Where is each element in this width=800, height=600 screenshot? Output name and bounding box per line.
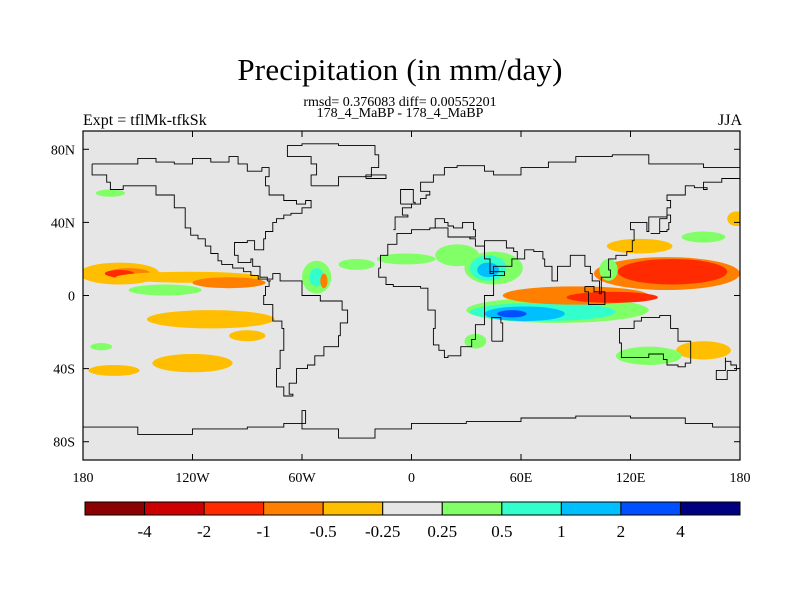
anomaly-field — [83, 189, 740, 376]
colorbar-label: 2 — [617, 522, 626, 541]
case-names: 178_4_MaBP - 178_4_MaBP — [316, 106, 484, 121]
anomaly-blob-13 — [309, 268, 324, 287]
coastline-1 — [286, 143, 380, 187]
coastline-3 — [393, 154, 740, 231]
colorbar-swatch — [144, 501, 205, 516]
x-tick-label: 120W — [175, 471, 210, 486]
season-label: JJA — [717, 112, 742, 129]
colorbar-swatch — [620, 501, 681, 516]
anomaly-blob-35 — [681, 231, 726, 243]
coastline-6 — [517, 176, 740, 295]
coastline-13 — [715, 357, 737, 381]
anomaly-blob-24 — [497, 310, 527, 318]
x-tick-label: 60W — [288, 471, 316, 486]
coastline-10 — [365, 174, 387, 179]
colorbar-swatch — [679, 501, 741, 516]
colorbar-label: 1 — [557, 522, 566, 541]
anomaly-blob-29 — [617, 258, 728, 285]
rmsd-diff-stats: rmsd= 0.376083 diff= 0.00552201 — [303, 95, 497, 110]
coastline-8 — [584, 285, 606, 306]
colorbar-swatch — [560, 501, 622, 516]
map-axes: 180 120W 60W 0 60E 120E 180 80N 40N 0 40S 80S — [51, 131, 751, 486]
anomaly-blob-27 — [566, 291, 658, 303]
experiment-label: Expt = tflMk-tfkSk — [83, 112, 207, 129]
coastline-14 — [83, 410, 740, 439]
colorbar-label: -2 — [197, 522, 211, 541]
anomaly-blob-14 — [320, 273, 328, 289]
x-tick-label: 180 — [730, 471, 751, 486]
x-tick-label: 120E — [616, 471, 646, 486]
colorbar-label: 4 — [676, 522, 685, 541]
anomaly-blob-9 — [88, 364, 140, 376]
y-tick-label: 80S — [53, 436, 75, 451]
x-tick-label: 0 — [408, 471, 415, 486]
colorbar-swatch — [441, 501, 503, 516]
colorbar-label: 0.5 — [491, 522, 512, 541]
y-tick-label: 40N — [51, 216, 75, 231]
anomaly-blob-30 — [606, 238, 673, 254]
coastline-12 — [491, 316, 504, 342]
x-tick-label: 60E — [510, 471, 533, 486]
anomaly-blob-11 — [95, 189, 125, 197]
colorbar-swatch — [263, 501, 324, 516]
x-tick-label: 180 — [73, 471, 94, 486]
chart-title: Precipitation (in mm/day) — [237, 52, 563, 87]
colorbar-swatch — [322, 501, 384, 516]
coastline-11 — [400, 189, 416, 205]
coastlines — [83, 143, 740, 439]
anomaly-blob-32 — [676, 341, 731, 360]
coastline-9 — [650, 214, 672, 234]
colorbar-swatch — [84, 501, 146, 516]
anomaly-blob-25 — [464, 333, 487, 349]
coastline-0 — [91, 156, 349, 397]
colorbar-label: -0.5 — [310, 522, 337, 541]
y-tick-label: 0 — [68, 290, 75, 305]
anomaly-blob-4 — [192, 277, 266, 289]
anomaly-blob-15 — [338, 258, 375, 270]
anomaly-blob-10 — [90, 343, 113, 351]
colorbar-swatch — [501, 501, 562, 516]
coastline-4 — [429, 218, 476, 239]
anomaly-blob-34 — [727, 211, 740, 227]
anomaly-blob-16 — [376, 253, 436, 265]
coastline-5 — [484, 240, 518, 275]
coastline-7 — [619, 315, 692, 368]
colorbar-label: 0.25 — [427, 522, 457, 541]
y-tick-label: 80N — [51, 143, 75, 158]
colorbar-label: -4 — [137, 522, 152, 541]
colorbar-swatch — [203, 501, 265, 516]
anomaly-blob-8 — [152, 353, 233, 373]
anomaly-blob-5 — [128, 284, 202, 296]
colorbar-label: -0.25 — [365, 522, 400, 541]
coastline-2 — [378, 227, 506, 359]
colorbar-swatch — [382, 501, 443, 516]
colorbar: -4 -2 -1 -0.5 -0.25 0.25 0.5 1 2 4 — [84, 501, 741, 541]
colorbar-label: -1 — [257, 522, 271, 541]
y-tick-label: 40S — [53, 363, 75, 378]
anomaly-blob-6 — [146, 310, 275, 329]
anomaly-blob-7 — [229, 330, 266, 342]
